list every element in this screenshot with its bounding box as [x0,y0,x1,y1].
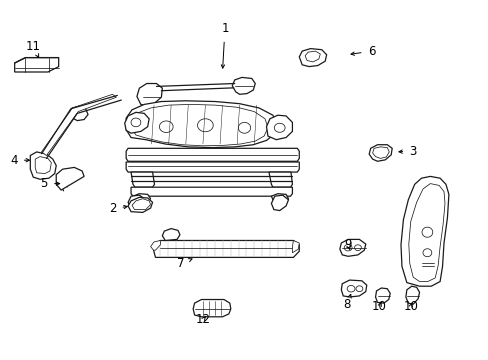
Polygon shape [372,147,388,158]
Polygon shape [339,239,365,256]
Polygon shape [133,194,150,202]
Polygon shape [131,187,292,196]
Polygon shape [15,58,59,72]
Text: 9: 9 [344,238,351,251]
Polygon shape [128,197,152,212]
Text: 5: 5 [40,177,60,190]
Polygon shape [35,157,51,174]
Polygon shape [132,104,267,146]
Polygon shape [126,101,277,148]
Text: 4: 4 [10,154,29,167]
Text: 12: 12 [195,313,210,326]
Text: 11: 11 [26,40,41,57]
Polygon shape [266,115,292,140]
Polygon shape [132,199,150,210]
Text: 7: 7 [177,257,192,270]
Polygon shape [341,280,366,297]
Text: 10: 10 [371,300,386,313]
Polygon shape [292,240,299,253]
Polygon shape [137,172,148,184]
Text: 10: 10 [403,300,417,313]
Polygon shape [131,172,154,187]
Text: 2: 2 [108,202,127,215]
Polygon shape [153,240,299,257]
Polygon shape [137,84,162,106]
Text: 6: 6 [350,45,375,58]
Polygon shape [305,51,320,62]
Polygon shape [124,112,149,133]
Polygon shape [30,152,56,179]
Text: 1: 1 [221,22,228,68]
Polygon shape [271,194,288,202]
Polygon shape [375,288,389,303]
Text: 8: 8 [343,294,350,311]
Polygon shape [56,167,84,190]
Polygon shape [368,145,391,161]
Polygon shape [128,195,144,211]
Polygon shape [271,195,288,211]
Polygon shape [400,176,448,286]
Polygon shape [232,77,255,94]
Polygon shape [273,172,285,184]
Polygon shape [150,240,160,250]
Polygon shape [126,162,299,172]
Polygon shape [193,300,230,317]
Polygon shape [126,148,299,161]
Polygon shape [408,184,444,282]
Text: 3: 3 [398,145,416,158]
Polygon shape [41,94,116,156]
Polygon shape [299,49,326,67]
Polygon shape [162,229,180,240]
Polygon shape [268,172,292,187]
Polygon shape [405,286,419,304]
Polygon shape [69,106,88,121]
